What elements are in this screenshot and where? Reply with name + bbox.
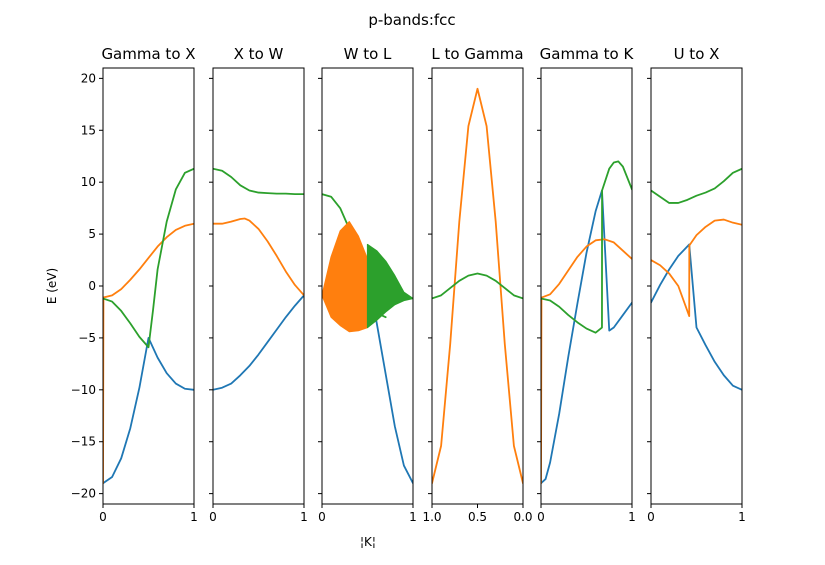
panel-plot-area	[103, 167, 194, 485]
xtick-label: 0.0	[513, 510, 532, 524]
panel-plot-area	[541, 160, 632, 485]
xtick-label: 1	[628, 510, 636, 524]
band-line-2	[541, 238, 632, 485]
band-line-1	[541, 189, 632, 485]
xtick-label: 1	[300, 510, 308, 524]
xtick-label: 0	[99, 510, 107, 524]
panel-4: L to Gamma 1.0 0.5 0.0	[422, 45, 532, 524]
band-line-2	[432, 272, 523, 300]
xtick-label: 1	[190, 510, 198, 524]
panel-title: X to W	[234, 45, 284, 63]
ytick-label: 20	[81, 71, 96, 85]
band-line-2	[213, 217, 304, 297]
band-line-1	[103, 337, 194, 485]
figure-ylabel: E (eV)	[45, 268, 59, 304]
panel-6: U to X 0 1	[647, 45, 746, 524]
panel-5: Gamma to K 0 1	[537, 45, 636, 524]
panel-3: W to L 0 1	[318, 45, 417, 524]
band-line-3	[103, 167, 194, 349]
band-line-3	[213, 167, 304, 196]
panel-title: W to L	[344, 45, 392, 63]
band-line-1	[432, 87, 523, 485]
xtick-label: 0.5	[468, 510, 487, 524]
ytick-label: 5	[88, 227, 96, 241]
xtick-label: 0	[647, 510, 655, 524]
ytick-label: 0	[88, 279, 96, 293]
xtick-label: 0	[318, 510, 326, 524]
panel-1: Gamma to X −20 −15 −10 −5 0 5 10 15 20 0 1	[71, 45, 198, 524]
band-fill-4	[366, 243, 413, 329]
xtick-label: 0	[537, 510, 545, 524]
band-line-3	[541, 160, 632, 334]
panel-plot-area	[432, 87, 523, 485]
ytick-label: −5	[78, 331, 96, 345]
panel-title: U to X	[674, 45, 720, 63]
xtick-label: 1	[738, 510, 746, 524]
band-line-3	[651, 167, 742, 204]
xtick-label: 1	[409, 510, 417, 524]
figure-xlabel: ¦K¦	[360, 535, 376, 549]
band-line-1	[651, 243, 742, 391]
ytick-label: 10	[81, 175, 96, 189]
panel-plot-area	[213, 167, 304, 391]
band-line-1	[213, 294, 304, 391]
ytick-label: −15	[71, 435, 96, 449]
panel-2: X to W 0 1	[209, 45, 308, 524]
figure-suptitle: p-bands:fcc	[368, 11, 455, 29]
ytick-label: 15	[81, 123, 96, 137]
band-line-2	[651, 218, 742, 317]
panel-title: L to Gamma	[431, 45, 523, 63]
ytick-label: −20	[71, 487, 96, 501]
xtick-label: 1.0	[422, 510, 441, 524]
band-line-2	[103, 222, 194, 485]
panel-plot-area	[651, 167, 742, 391]
panel-title: Gamma to K	[540, 45, 635, 63]
ytick-label: −10	[71, 383, 96, 397]
xtick-label: 0	[209, 510, 217, 524]
panel-plot-area	[322, 193, 413, 485]
panel-title: Gamma to X	[101, 45, 195, 63]
